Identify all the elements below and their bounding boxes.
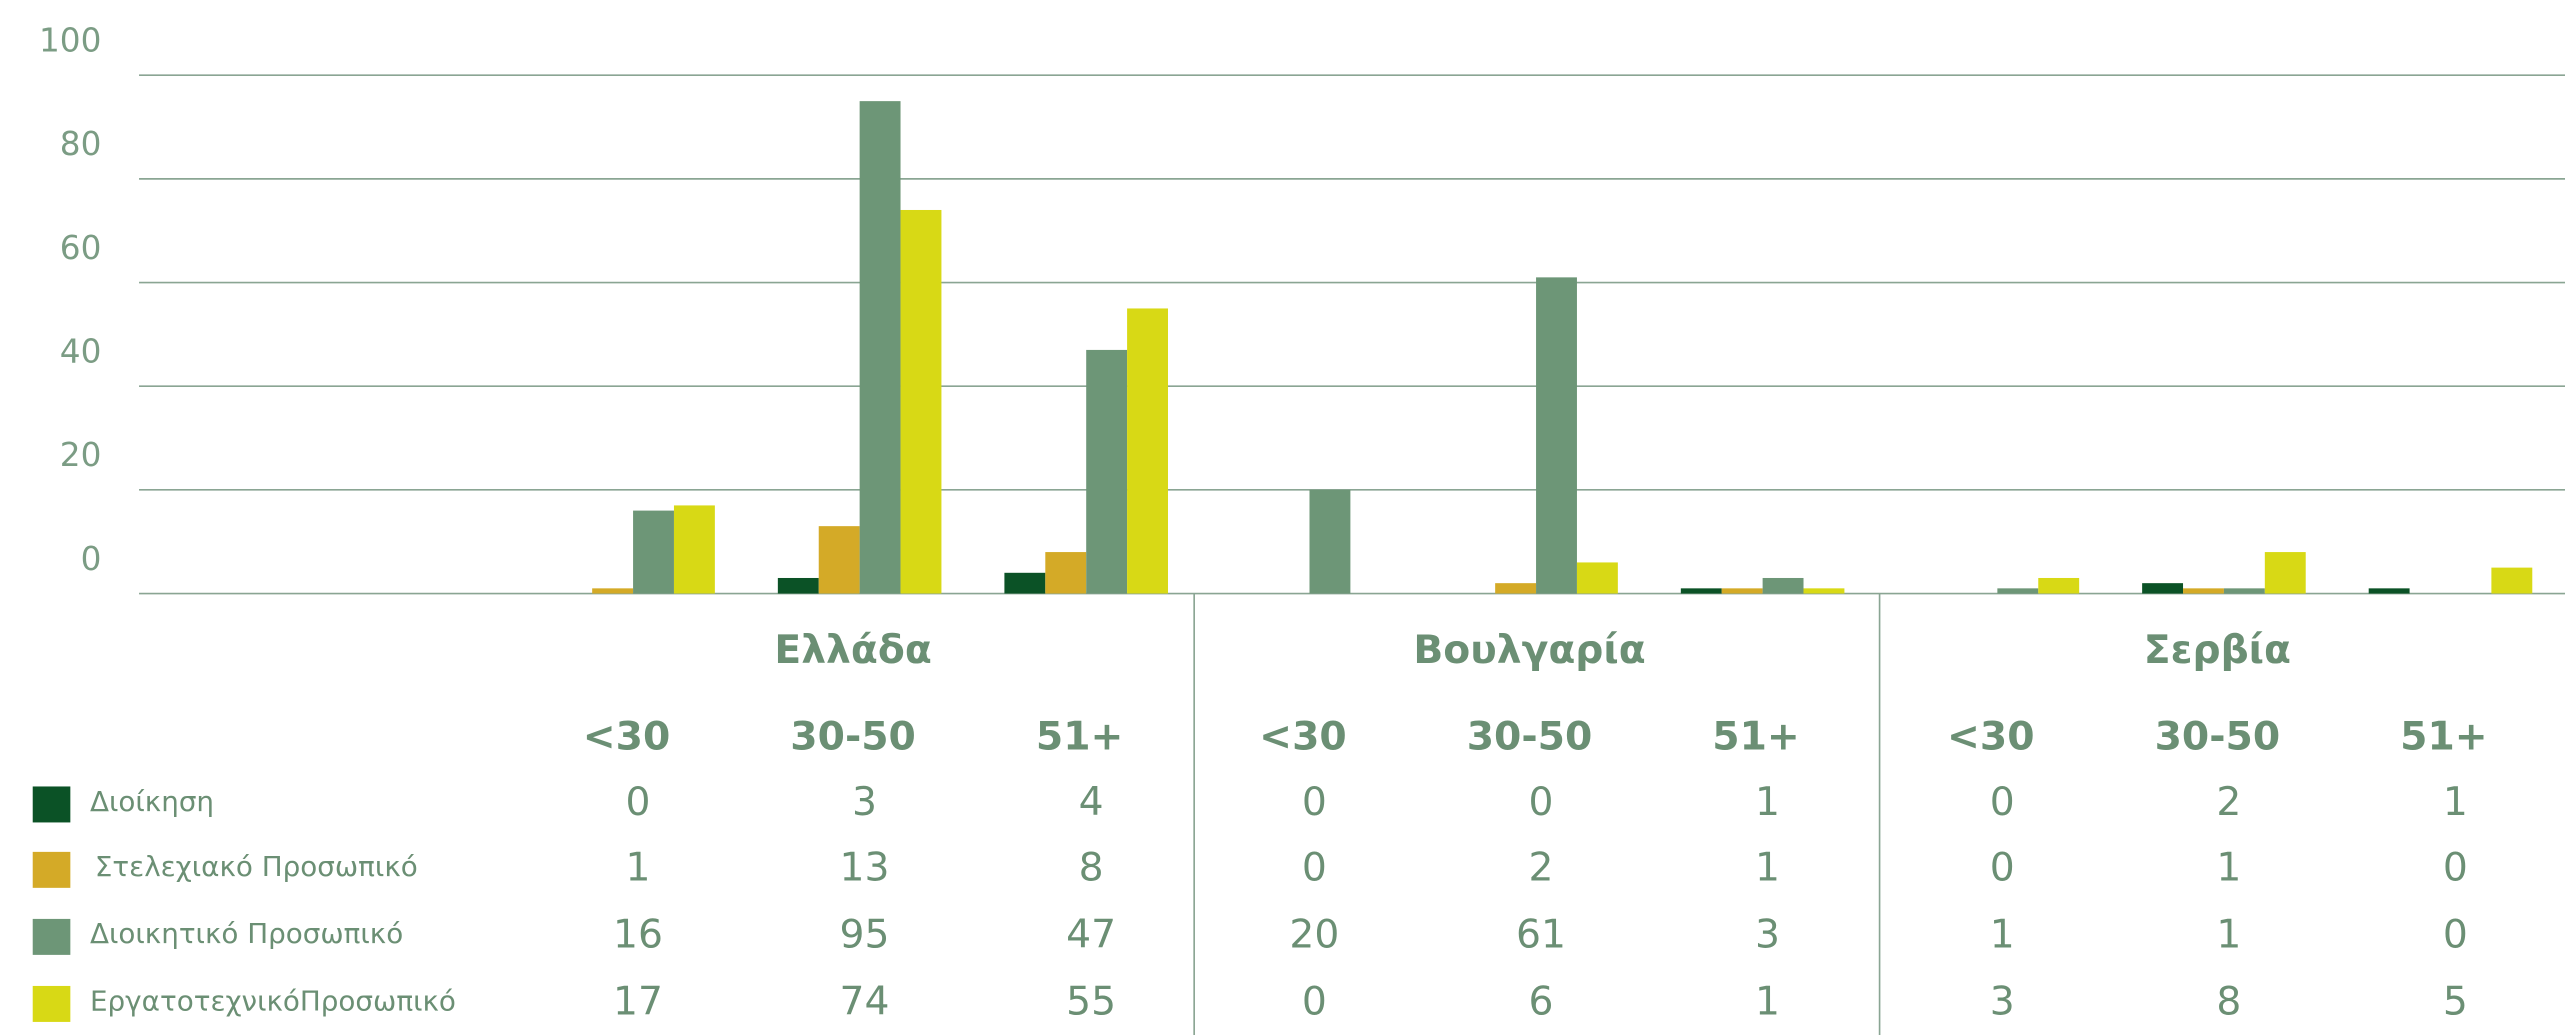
bar [1803, 588, 1845, 594]
x-tick-label: <30 [583, 715, 671, 760]
table-value: 3 [852, 780, 877, 825]
bar [818, 526, 860, 594]
bar [2264, 552, 2306, 594]
bar [777, 577, 819, 594]
bar [1309, 489, 1351, 594]
table-value: 5 [2443, 979, 2468, 1024]
table-value: 0 [1990, 780, 2015, 825]
y-tick-label: 0 [81, 540, 102, 578]
table-value: 16 [613, 912, 663, 957]
bar [633, 510, 674, 594]
table-value: 1 [1755, 845, 1780, 890]
table-value: 8 [1079, 845, 1104, 890]
table-value: 0 [1990, 845, 2015, 890]
y-tick-label: 80 [60, 125, 102, 163]
bar [1495, 583, 1537, 594]
group-label: Βουλγαρία [1413, 628, 1645, 673]
table-value: 95 [840, 912, 890, 957]
bar [2183, 588, 2224, 594]
x-tick-label: <30 [1259, 715, 1347, 760]
bar [1721, 588, 1763, 594]
table-value: 1 [2216, 845, 2241, 890]
table-value: 3 [1990, 979, 2015, 1024]
bar [1004, 572, 1046, 594]
bar [592, 588, 634, 594]
table-value: 0 [1302, 780, 1327, 825]
table-value: 1 [2443, 780, 2468, 825]
x-tick-label: 30-50 [2155, 715, 2281, 760]
table-value: 20 [1289, 912, 1339, 957]
x-tick-label: 51+ [1036, 715, 1124, 760]
legend-swatch [32, 918, 71, 955]
legend-swatch [32, 786, 71, 823]
bar [2223, 588, 2265, 594]
y-tick-label: 40 [60, 333, 102, 371]
table-value: 2 [2216, 780, 2241, 825]
table-value: 61 [1516, 912, 1566, 957]
bar [1045, 552, 1087, 594]
table-value: 17 [613, 979, 663, 1024]
x-tick-label: 30-50 [790, 715, 916, 760]
legend-swatch [32, 851, 71, 888]
table-value: 0 [1302, 979, 1327, 1024]
bar [1127, 308, 1168, 594]
bar [2038, 577, 2080, 594]
group-label: Ελλάδα [774, 628, 931, 673]
legend-label: Διοίκηση [90, 785, 214, 818]
y-tick-label: 60 [60, 229, 102, 267]
y-tick-label: 100 [39, 22, 101, 60]
legend-swatch [32, 985, 71, 1022]
bar [1576, 562, 1618, 594]
legend-label: Στελεχιακό Προσωπικό [95, 850, 418, 883]
x-tick-label: 30-50 [1467, 715, 1593, 760]
bar [1680, 588, 1722, 594]
table-value: 13 [840, 845, 890, 890]
table-value: 1 [2216, 912, 2241, 957]
bar [2491, 567, 2533, 594]
table-value: 3 [1755, 912, 1780, 957]
x-tick-label: <30 [1947, 715, 2035, 760]
bar [1536, 277, 1577, 594]
bar [859, 101, 901, 594]
x-tick-label: 51+ [1712, 715, 1800, 760]
table-value: 0 [1302, 845, 1327, 890]
table-value: 8 [2216, 979, 2241, 1024]
legend-label: Διοικητικό Προσωπικό [90, 917, 403, 950]
legend-label: ΕργατοτεχνικόΠροσωπικό [90, 984, 456, 1017]
table-value: 0 [1528, 780, 1553, 825]
bar [673, 505, 715, 594]
table-value: 0 [2443, 912, 2468, 957]
table-value: 6 [1528, 979, 1553, 1024]
table-value: 47 [1066, 912, 1116, 957]
table-value: 1 [1990, 912, 2015, 957]
table-value: 1 [1755, 979, 1780, 1024]
table-value: 0 [625, 780, 650, 825]
group-label: Σερβία [2144, 628, 2291, 673]
table-value: 55 [1066, 979, 1116, 1024]
bar [900, 209, 942, 594]
table-value: 4 [1079, 780, 1104, 825]
table-value: 0 [2443, 845, 2468, 890]
table-value: 74 [840, 979, 890, 1024]
table-value: 1 [625, 845, 650, 890]
bar [1997, 588, 2039, 594]
bar [1762, 577, 1804, 594]
table-value: 2 [1528, 845, 1553, 890]
x-tick-label: 51+ [2400, 715, 2488, 760]
y-tick-label: 20 [60, 436, 102, 474]
table-value: 1 [1755, 780, 1780, 825]
bar [1086, 349, 1128, 594]
bar [2368, 588, 2410, 594]
bar [2142, 583, 2184, 594]
